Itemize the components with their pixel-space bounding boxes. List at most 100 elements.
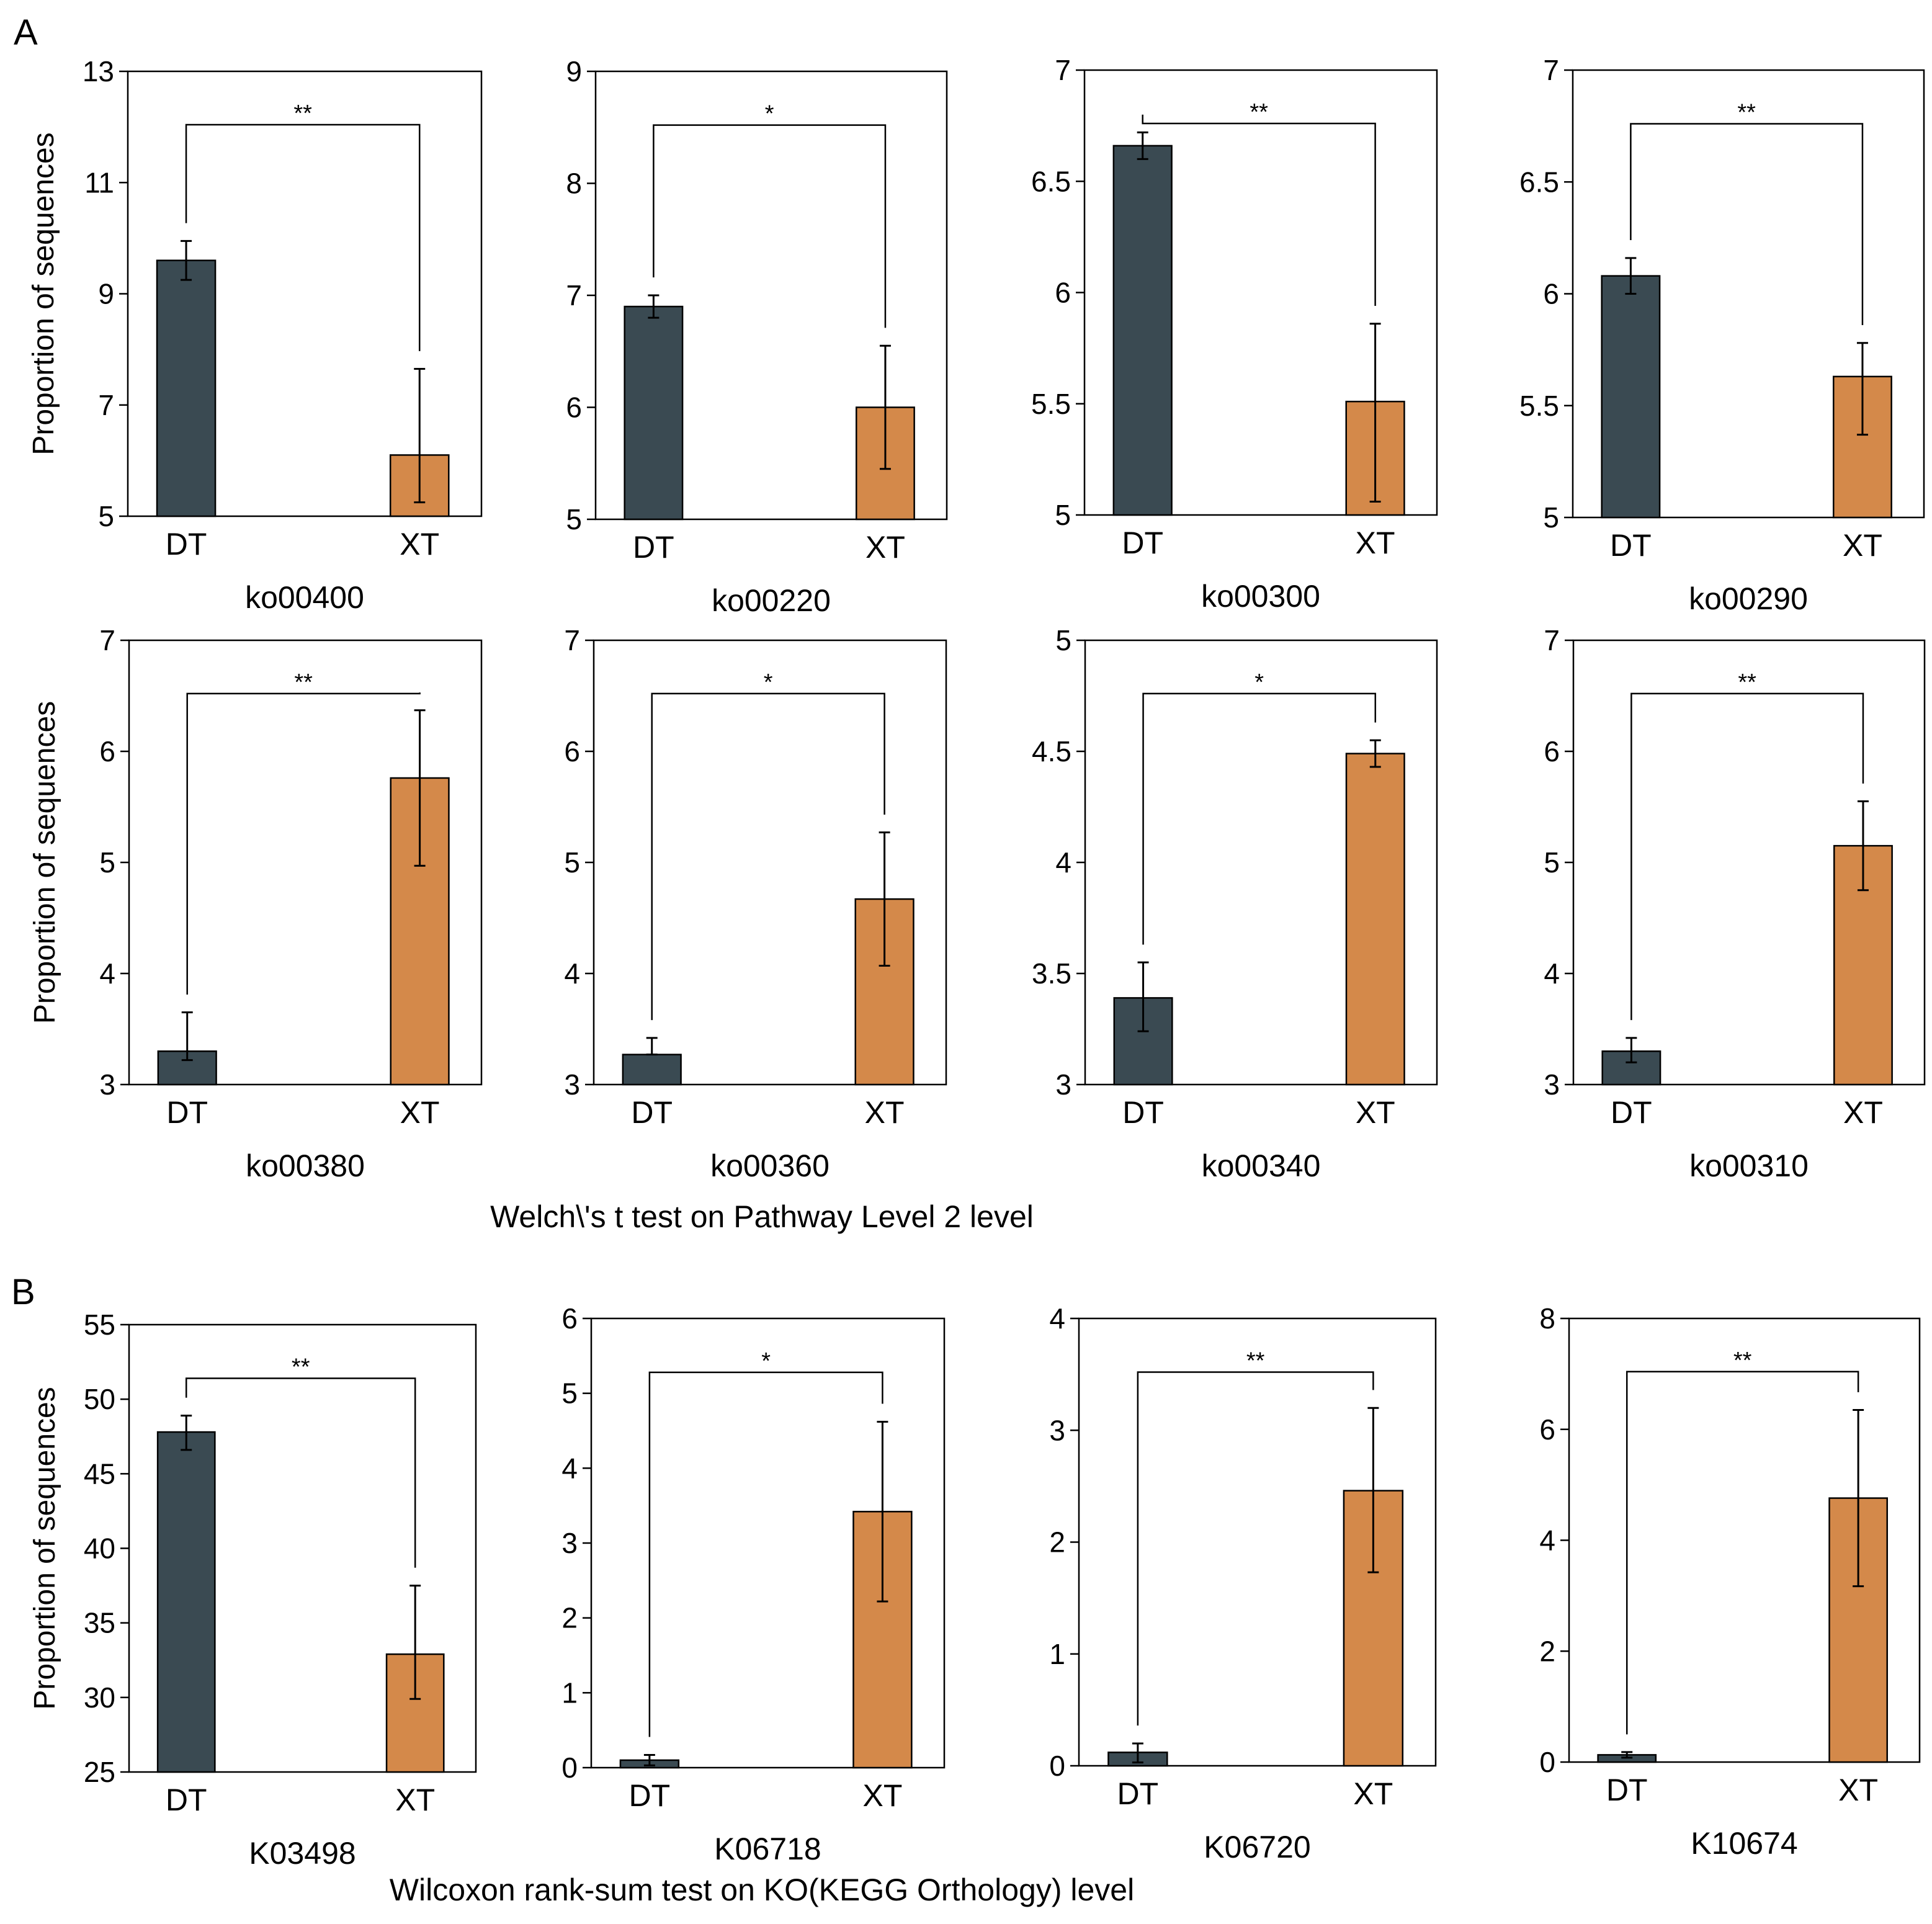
y-tick-label: 6 bbox=[1055, 277, 1071, 309]
y-tick-label: 6 bbox=[564, 735, 580, 767]
y-tick-label: 4 bbox=[1049, 1302, 1065, 1335]
bar-dt bbox=[1112, 145, 1173, 516]
y-tick-label: 6 bbox=[1543, 278, 1559, 310]
y-tick-label: 9 bbox=[566, 55, 582, 87]
panel-label-a: A bbox=[14, 12, 38, 53]
significance-bracket bbox=[653, 124, 887, 328]
y-tick-label: 8 bbox=[566, 168, 582, 200]
x-tick-label-xt: XT bbox=[1843, 1095, 1883, 1130]
x-tick-label-dt: DT bbox=[1611, 1095, 1652, 1130]
y-tick-label: 0 bbox=[561, 1752, 578, 1784]
panel-label-b: B bbox=[11, 1272, 35, 1312]
y-tick-label: 6.5 bbox=[1031, 165, 1071, 197]
y-tick-label: 4 bbox=[564, 957, 580, 990]
chart-K06718: 0 1 2 3 4 5 6 DT XT * K06718 bbox=[561, 1302, 946, 1866]
y-axis-label: Proportion of sequences bbox=[29, 1387, 61, 1709]
y-tick-label: 6 bbox=[1544, 735, 1560, 767]
significance-label: * bbox=[765, 101, 774, 127]
y-tick-label: 2 bbox=[1049, 1526, 1065, 1559]
y-tick-label: 1 bbox=[1049, 1638, 1065, 1670]
significance-label: ** bbox=[294, 669, 313, 696]
significance-bracket bbox=[1626, 1371, 1859, 1735]
y-tick-label: 7 bbox=[1544, 624, 1560, 656]
y-tick-label: 5 bbox=[99, 846, 115, 879]
x-axis-label: K03498 bbox=[249, 1836, 356, 1871]
y-tick-label: 7 bbox=[1055, 54, 1071, 86]
y-tick-label: 5 bbox=[98, 500, 114, 532]
significance-label: * bbox=[764, 669, 773, 696]
x-tick-label-dt: DT bbox=[166, 1095, 208, 1130]
x-tick-label-dt: DT bbox=[166, 527, 207, 562]
x-tick-label-xt: XT bbox=[395, 1783, 435, 1817]
x-axis-label: ko00380 bbox=[246, 1148, 365, 1183]
y-tick-label: 6 bbox=[566, 392, 582, 424]
y-tick-label: 11 bbox=[84, 166, 114, 199]
x-axis-label: K10674 bbox=[1691, 1826, 1797, 1861]
y-tick-label: 55 bbox=[84, 1309, 115, 1341]
significance-label: * bbox=[761, 1348, 771, 1374]
x-tick-label-dt: DT bbox=[629, 1778, 671, 1813]
significance-label: ** bbox=[1737, 100, 1756, 126]
y-tick-label: 40 bbox=[84, 1532, 115, 1565]
x-tick-label-dt: DT bbox=[1122, 1095, 1164, 1130]
x-axis-label: ko00340 bbox=[1202, 1148, 1321, 1183]
x-tick-label-xt: XT bbox=[400, 527, 439, 562]
y-tick-label: 3 bbox=[561, 1527, 578, 1559]
significance-bracket bbox=[651, 692, 885, 1021]
chart-ko00360: 3 4 5 6 7 DT XT * ko00360 bbox=[564, 624, 947, 1183]
significance-label: * bbox=[1254, 669, 1264, 696]
y-tick-label: 3 bbox=[1055, 1068, 1071, 1101]
y-tick-label: 5 bbox=[1543, 501, 1559, 534]
caption-b: Wilcoxon rank-sum test on KO(KEGG Orthol… bbox=[390, 1873, 1134, 1907]
chart-K10674: 0 2 4 6 8 DT XT ** K10674 bbox=[1539, 1302, 1921, 1861]
y-tick-label: 45 bbox=[84, 1457, 115, 1490]
significance-label: ** bbox=[1738, 669, 1756, 696]
y-tick-label: 5 bbox=[561, 1377, 578, 1410]
y-tick-label: 4 bbox=[1539, 1524, 1555, 1557]
bar-dt bbox=[622, 1054, 682, 1086]
y-tick-label: 3 bbox=[564, 1068, 580, 1101]
y-tick-label: 50 bbox=[84, 1383, 115, 1415]
chart-ko00290: 5 5.5 6 6.5 7 DT XT ** ko00290 bbox=[1519, 54, 1925, 616]
bar-dt bbox=[1601, 275, 1661, 519]
significance-bracket bbox=[1137, 1371, 1374, 1726]
y-tick-label: 5 bbox=[1055, 624, 1071, 656]
y-tick-label: 5.5 bbox=[1031, 388, 1071, 420]
x-tick-label-dt: DT bbox=[631, 1095, 673, 1130]
significance-bracket bbox=[648, 1371, 883, 1737]
y-tick-label: 5.5 bbox=[1519, 390, 1559, 422]
x-axis-label: ko00360 bbox=[710, 1148, 830, 1183]
y-tick-label: 4 bbox=[1544, 957, 1560, 990]
significance-bracket bbox=[1142, 114, 1376, 306]
y-tick-label: 3 bbox=[1049, 1414, 1065, 1446]
x-tick-label-xt: XT bbox=[1356, 526, 1395, 560]
y-tick-label: 5 bbox=[566, 503, 582, 535]
y-tick-label: 7 bbox=[99, 624, 115, 656]
x-tick-label-xt: XT bbox=[400, 1095, 440, 1130]
chart-ko00380: 3 4 5 6 7 DT XT ** ko00380 Proportion of sequence… bbox=[29, 624, 483, 1183]
significance-bracket bbox=[185, 123, 421, 351]
y-tick-label: 6 bbox=[561, 1302, 578, 1335]
y-tick-label: 7 bbox=[98, 389, 114, 421]
significance-label: ** bbox=[1733, 1348, 1752, 1374]
x-tick-label-dt: DT bbox=[1122, 526, 1163, 560]
x-tick-label-xt: XT bbox=[1838, 1773, 1878, 1807]
y-tick-label: 5 bbox=[564, 846, 580, 879]
bar-dt bbox=[156, 259, 217, 517]
significance-bracket bbox=[186, 692, 421, 995]
y-tick-label: 7 bbox=[564, 624, 580, 656]
y-tick-label: 3 bbox=[99, 1068, 115, 1101]
y-tick-label: 13 bbox=[83, 55, 114, 87]
significance-label: ** bbox=[1250, 99, 1268, 125]
caption-a: Welch\'s t test on Pathway Level 2 level bbox=[490, 1199, 1034, 1234]
y-tick-label: 4.5 bbox=[1032, 735, 1071, 767]
x-axis-label: ko00220 bbox=[712, 583, 831, 618]
y-tick-label: 7 bbox=[566, 279, 582, 311]
x-tick-label-xt: XT bbox=[865, 1095, 905, 1130]
chart-ko00400: 5 7 9 11 13 DT XT ** ko00400 Proportion of sequen… bbox=[27, 55, 483, 615]
y-tick-label: 30 bbox=[84, 1681, 115, 1714]
chart-ko00310: 3 4 5 6 7 DT XT ** ko00310 bbox=[1544, 624, 1926, 1183]
x-tick-label-dt: DT bbox=[633, 530, 674, 565]
x-tick-label-xt: XT bbox=[1353, 1776, 1393, 1811]
y-tick-label: 5 bbox=[1055, 499, 1071, 531]
